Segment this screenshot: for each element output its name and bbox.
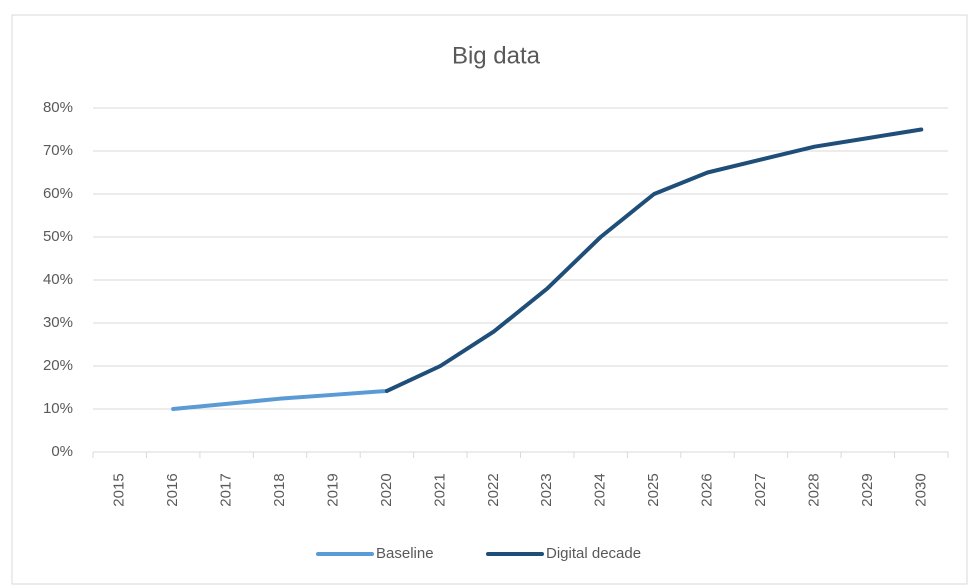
x-tick-label: 2027 bbox=[752, 473, 769, 506]
x-tick-label: 2017 bbox=[218, 473, 235, 506]
legend-label: Baseline bbox=[376, 545, 434, 562]
x-tick-label: 2022 bbox=[485, 473, 502, 506]
x-tick-label: 2028 bbox=[805, 473, 822, 506]
y-tick-label: 60% bbox=[43, 185, 73, 202]
y-tick-label: 80% bbox=[43, 99, 73, 116]
y-tick-label: 70% bbox=[43, 142, 73, 159]
legend-label: Digital decade bbox=[546, 545, 641, 562]
y-tick-label: 20% bbox=[43, 357, 73, 374]
x-tick-label: 2016 bbox=[164, 473, 181, 506]
x-tick-label: 2018 bbox=[271, 473, 288, 506]
x-tick-label: 2021 bbox=[431, 473, 448, 506]
y-tick-label: 50% bbox=[43, 228, 73, 245]
x-tick-label: 2015 bbox=[111, 473, 128, 506]
x-tick-label: 2020 bbox=[378, 473, 395, 506]
chart-title: Big data bbox=[452, 42, 541, 69]
x-tick-label: 2023 bbox=[538, 473, 555, 506]
data-line bbox=[171, 388, 389, 411]
x-tick-label: 2026 bbox=[699, 473, 716, 506]
x-tick-label: 2024 bbox=[592, 473, 609, 506]
y-tick-label: 40% bbox=[43, 271, 73, 288]
y-tick-label: 10% bbox=[43, 400, 73, 417]
x-tick-label: 2019 bbox=[324, 473, 341, 506]
y-tick-label: 0% bbox=[51, 443, 73, 460]
y-tick-label: 30% bbox=[43, 314, 73, 331]
x-tick-label: 2025 bbox=[645, 473, 662, 506]
data-line bbox=[384, 127, 924, 393]
x-tick-label: 2029 bbox=[859, 473, 876, 506]
x-tick-label: 2030 bbox=[912, 473, 929, 506]
chart-border bbox=[11, 14, 968, 585]
